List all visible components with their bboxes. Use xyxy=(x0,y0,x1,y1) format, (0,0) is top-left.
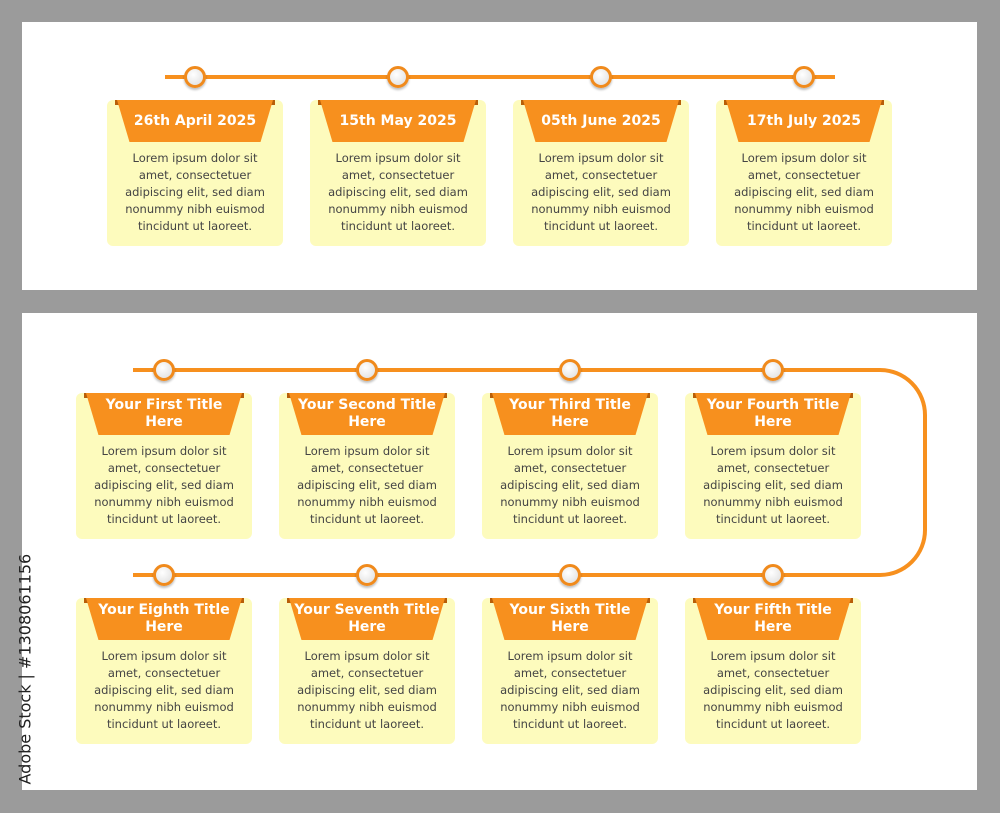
timeline-card: Your Fifth Title Here Lorem ipsum dolor s… xyxy=(685,598,861,744)
timeline-card: 05th June 2025 Lorem ipsum dolor sit amet… xyxy=(513,100,689,246)
card-title: Your Third Title Here xyxy=(492,393,648,435)
timeline-marker xyxy=(153,359,175,381)
timeline-card: Your Eighth Title Here Lorem ipsum dolor … xyxy=(76,598,252,744)
timeline-card: Your Sixth Title Here Lorem ipsum dolor s… xyxy=(482,598,658,744)
timeline-marker xyxy=(387,66,409,88)
card-title: 26th April 2025 xyxy=(117,100,273,142)
card-title: Your Eighth Title Here xyxy=(86,598,242,640)
timeline-marker xyxy=(762,359,784,381)
card-body: Lorem ipsum dolor sit amet, consectetuer… xyxy=(94,649,234,731)
stock-credit: Adobe Stock | #1308061156 xyxy=(15,553,35,785)
card-title: 05th June 2025 xyxy=(523,100,679,142)
card-body: Lorem ipsum dolor sit amet, consectetuer… xyxy=(328,151,468,233)
timeline-card: Your Second Title Here Lorem ipsum dolor … xyxy=(279,393,455,539)
card-title: Your Seventh Title Here xyxy=(289,598,445,640)
timeline-marker xyxy=(356,359,378,381)
timeline-marker xyxy=(184,66,206,88)
card-title: 17th July 2025 xyxy=(726,100,882,142)
card-title: 15th May 2025 xyxy=(320,100,476,142)
timeline-marker xyxy=(356,564,378,586)
card-body: Lorem ipsum dolor sit amet, consectetuer… xyxy=(500,649,640,731)
card-body: Lorem ipsum dolor sit amet, consectetuer… xyxy=(125,151,265,233)
card-body: Lorem ipsum dolor sit amet, consectetuer… xyxy=(500,444,640,526)
timeline-marker xyxy=(762,564,784,586)
card-body: Lorem ipsum dolor sit amet, consectetuer… xyxy=(297,444,437,526)
card-body: Lorem ipsum dolor sit amet, consectetuer… xyxy=(734,151,874,233)
card-body: Lorem ipsum dolor sit amet, consectetuer… xyxy=(703,649,843,731)
card-body: Lorem ipsum dolor sit amet, consectetuer… xyxy=(297,649,437,731)
timeline-card: Your Third Title Here Lorem ipsum dolor s… xyxy=(482,393,658,539)
timeline-card: Your Fourth Title Here Lorem ipsum dolor … xyxy=(685,393,861,539)
timeline-card: 15th May 2025 Lorem ipsum dolor sit amet,… xyxy=(310,100,486,246)
timeline-card: 26th April 2025 Lorem ipsum dolor sit ame… xyxy=(107,100,283,246)
timeline-card: Your First Title Here Lorem ipsum dolor s… xyxy=(76,393,252,539)
timeline-marker xyxy=(793,66,815,88)
card-body: Lorem ipsum dolor sit amet, consectetuer… xyxy=(703,444,843,526)
timeline-marker xyxy=(590,66,612,88)
card-title: Your Sixth Title Here xyxy=(492,598,648,640)
card-body: Lorem ipsum dolor sit amet, consectetuer… xyxy=(531,151,671,233)
timeline-card: 17th July 2025 Lorem ipsum dolor sit amet… xyxy=(716,100,892,246)
card-title: Your Fifth Title Here xyxy=(695,598,851,640)
timeline-marker xyxy=(559,564,581,586)
timeline-card: Your Seventh Title Here Lorem ipsum dolor… xyxy=(279,598,455,744)
timeline-marker xyxy=(153,564,175,586)
card-title: Your Fourth Title Here xyxy=(695,393,851,435)
card-title: Your First Title Here xyxy=(86,393,242,435)
timeline-marker xyxy=(559,359,581,381)
card-title: Your Second Title Here xyxy=(289,393,445,435)
card-body: Lorem ipsum dolor sit amet, consectetuer… xyxy=(94,444,234,526)
